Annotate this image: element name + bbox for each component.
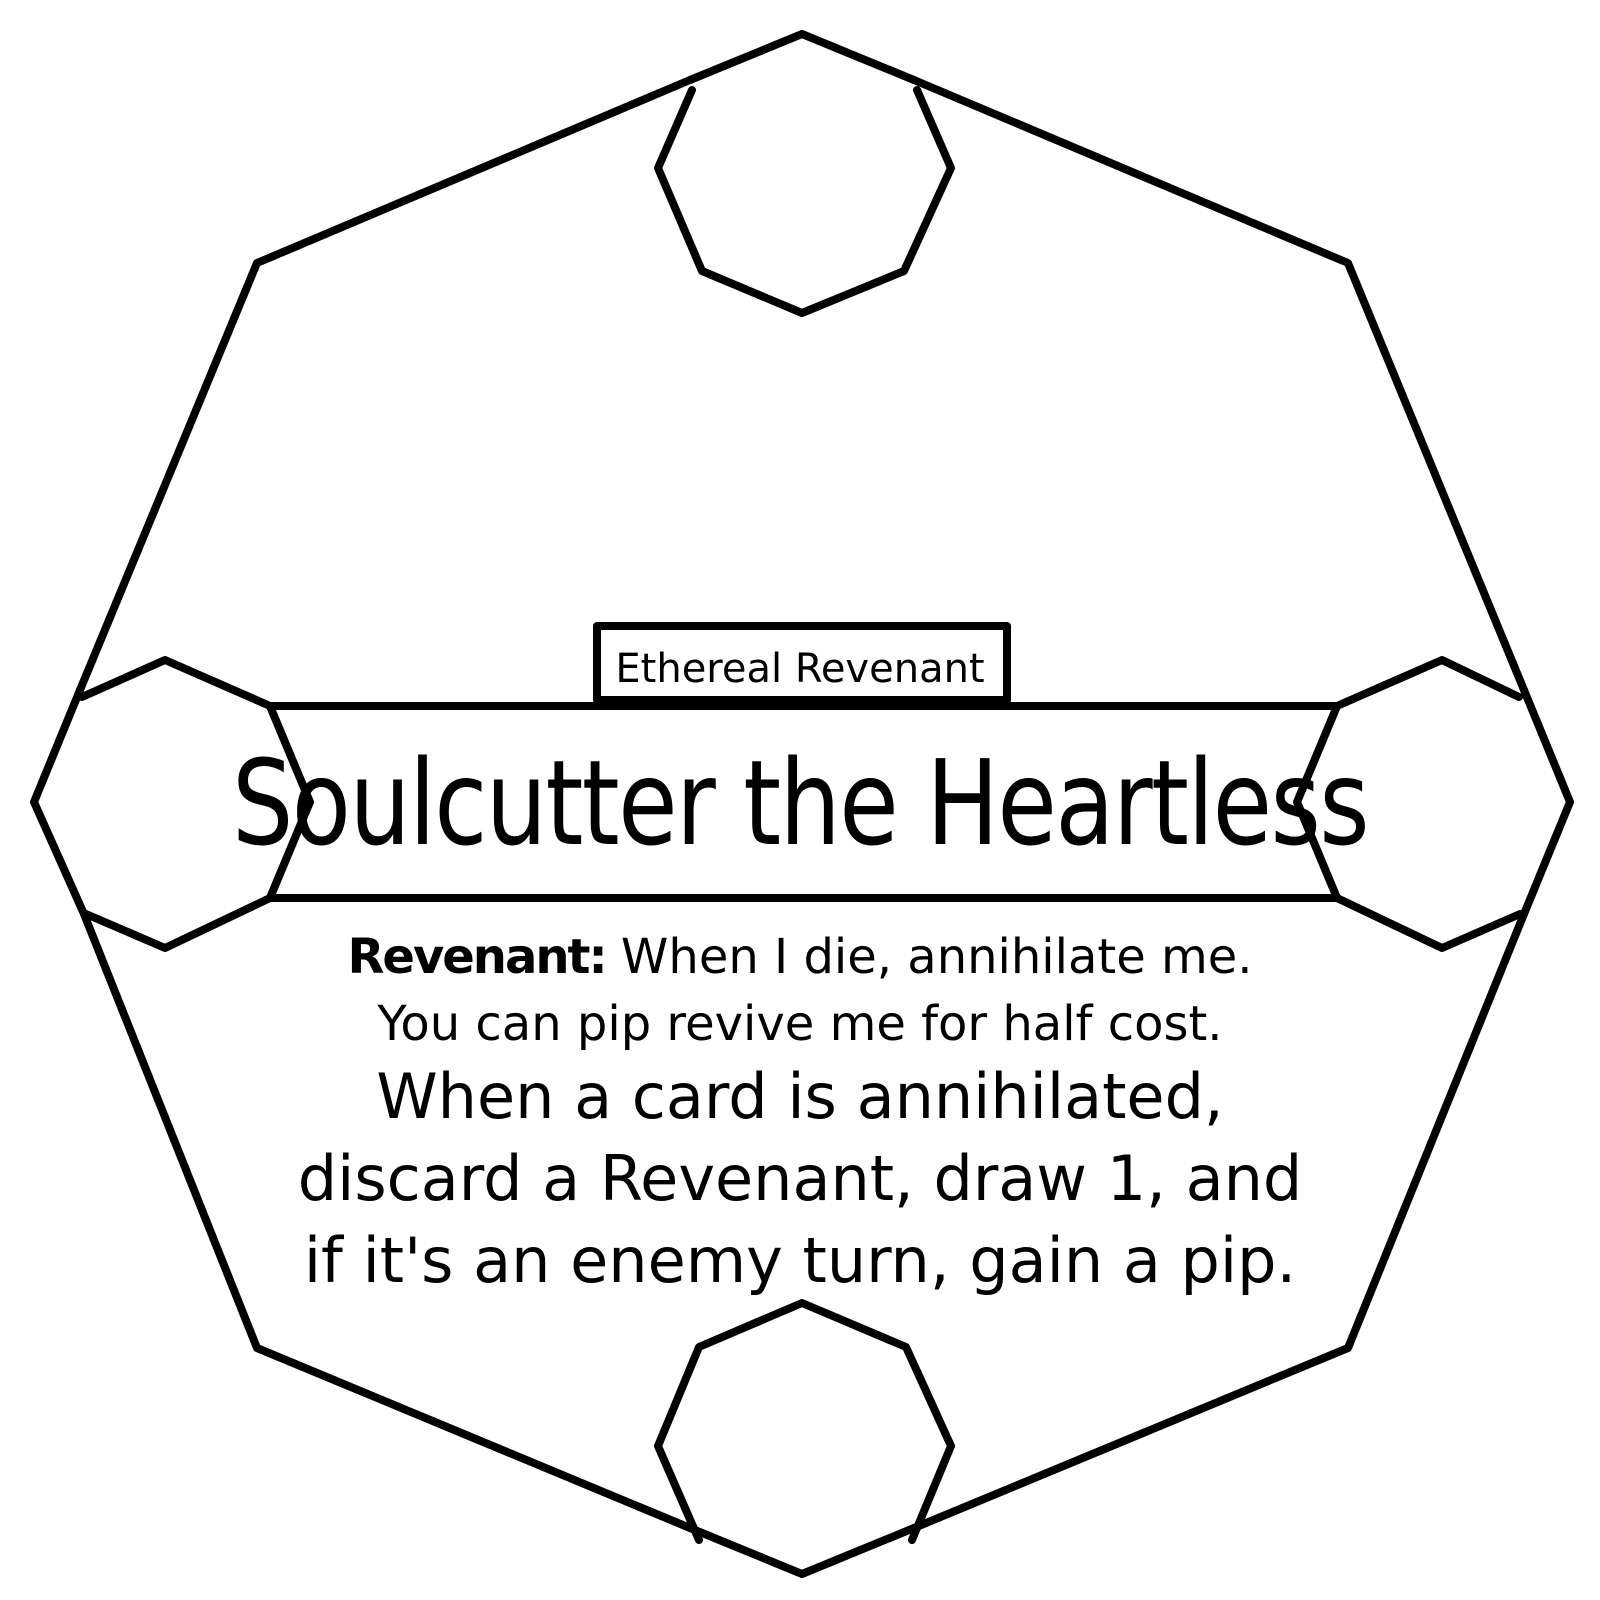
effect-text-line: if it's an enemy turn, gain a pip. xyxy=(303,1224,1297,1297)
type-label-box xyxy=(593,622,1011,704)
outer-frame-segment xyxy=(76,76,694,694)
name-banner xyxy=(266,702,1341,902)
outer-frame-segment xyxy=(910,76,1528,694)
card-type-label: Ethereal Revenant xyxy=(615,646,985,692)
card-name-title: Soulcutter the Heartless xyxy=(231,734,1370,872)
outer-frame-segment xyxy=(686,1524,918,1578)
outer-frame-segment xyxy=(1520,686,1574,918)
effect-text-line: When a card is annihilated, xyxy=(376,1060,1224,1133)
keyword-ability-line-1: Revenant: When I die, annihilate me. xyxy=(0,933,1600,981)
outer-frame-segment xyxy=(30,686,88,918)
outer-frame-segment xyxy=(910,910,1528,1532)
bottom-socket-octagon xyxy=(654,1299,955,1544)
effect-text-line: discard a Revenant, draw 1, and xyxy=(297,1142,1303,1215)
top-socket-octagon xyxy=(654,86,955,317)
outer-frame-segment xyxy=(686,30,918,84)
keyword-ability-line-2: You can pip revive me for half cost. xyxy=(377,996,1223,1052)
keyword-text: When I die, annihilate me. xyxy=(605,929,1253,985)
outer-frame-segment xyxy=(80,910,694,1532)
keyword-name: Revenant: xyxy=(347,929,607,985)
